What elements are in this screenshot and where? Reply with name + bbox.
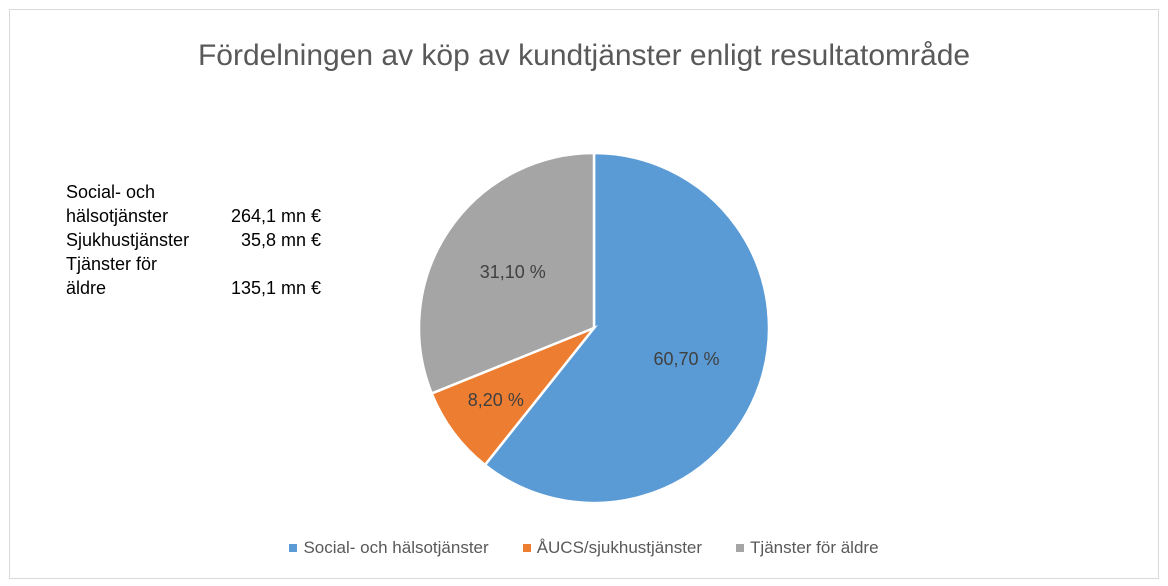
annotation-value: 35,8 mn € [240, 230, 321, 250]
legend-item: ÅUCS/sjukhustjänster [522, 538, 703, 558]
data-label: 31,10 % [480, 262, 546, 282]
legend-item: Social- och hälsotjänster [289, 538, 489, 558]
legend-swatch [736, 544, 745, 552]
pie-slice [483, 151, 771, 505]
legend-label: Tjänster för äldre [750, 538, 879, 557]
annotation-value: 135,1 mn € [230, 278, 321, 298]
legend-swatch [289, 544, 298, 552]
legend-label: Social- och hälsotjänster [303, 538, 489, 557]
legend-swatch [522, 544, 531, 552]
annotation-label: Tjänster för äldre [66, 254, 158, 298]
legend-label: ÅUCS/sjukhustjänster [536, 538, 703, 557]
pie-slice [417, 151, 596, 396]
annotation-label: Social- och hälsotjänster [66, 182, 169, 226]
data-label: 60,70 % [653, 349, 719, 369]
annotation-value: 264,1 mn € [230, 206, 321, 226]
annotations: Social- och hälsotjänster 264,1 mn € Sjukh… [66, 180, 321, 300]
annotation-label: Sjukhustjänster [66, 230, 190, 250]
legend-item: Tjänster för äldre [736, 538, 879, 558]
legend: Social- och hälsotjänster ÅUCS/sjukhustjä… [0, 538, 1168, 558]
pie-slice [430, 325, 598, 467]
chart-title: Fördelningen av köp av kundtjänster enli… [197, 39, 971, 72]
chart-frame [9, 9, 1159, 579]
data-label: 8,20 % [468, 390, 524, 410]
